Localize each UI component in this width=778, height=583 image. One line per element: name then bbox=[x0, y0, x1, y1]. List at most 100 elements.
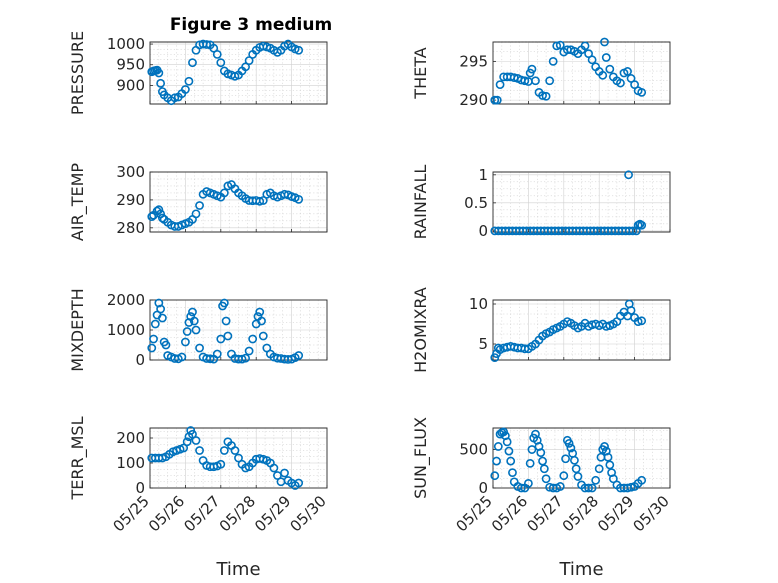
axes-border bbox=[492, 41, 671, 105]
panel-pressure: 900 950 1000 PRESSURE bbox=[68, 31, 328, 115]
data-point bbox=[587, 483, 597, 493]
panel-air_temp: 280 290 300 AIR_TEMP bbox=[68, 163, 328, 241]
data-point bbox=[202, 40, 212, 49]
data-point bbox=[216, 58, 226, 68]
data-point bbox=[548, 56, 558, 66]
x-tick-label: 05/29 bbox=[251, 492, 294, 535]
y-tick-label: 300 bbox=[116, 163, 145, 181]
y-tick-label: 950 bbox=[116, 56, 145, 74]
data-point bbox=[584, 483, 593, 493]
x-tick-label: 05/29 bbox=[594, 492, 637, 535]
data-point bbox=[541, 91, 551, 101]
y-tick-label: 0 bbox=[135, 479, 145, 497]
data-point bbox=[157, 213, 167, 223]
data-point bbox=[616, 78, 625, 88]
y-tick-label: 280 bbox=[116, 219, 145, 237]
data-point bbox=[154, 205, 164, 215]
data-point bbox=[257, 316, 266, 326]
data-point bbox=[170, 93, 180, 103]
data-point bbox=[219, 298, 229, 308]
data-point bbox=[179, 443, 189, 453]
axes-border bbox=[149, 171, 328, 233]
data-point bbox=[230, 446, 240, 455]
panel-mixdepth: 0 1000 2000 MIXDEPTH bbox=[68, 288, 328, 372]
data-point bbox=[180, 337, 190, 347]
y-tick-label: 1000 bbox=[107, 321, 145, 339]
data-point bbox=[182, 327, 192, 336]
x-tick-label: 05/28 bbox=[216, 492, 259, 535]
data-point bbox=[504, 446, 514, 456]
y-tick-label: 290 bbox=[459, 91, 488, 109]
data-point bbox=[269, 463, 279, 473]
data-point bbox=[598, 70, 608, 80]
x-tick-label: 05/25 bbox=[453, 492, 496, 535]
data-point bbox=[258, 331, 268, 341]
data-point bbox=[538, 91, 547, 100]
data-point bbox=[195, 343, 204, 353]
data-point bbox=[591, 475, 601, 485]
data-point bbox=[538, 456, 547, 466]
data-point bbox=[495, 80, 505, 90]
x-tick-label: 05/27 bbox=[523, 492, 566, 535]
data-point bbox=[184, 76, 194, 86]
data-point bbox=[603, 452, 613, 462]
data-point bbox=[234, 453, 243, 463]
data-point bbox=[605, 460, 615, 470]
data-point bbox=[191, 436, 201, 445]
data-point bbox=[205, 354, 215, 364]
data-point bbox=[237, 354, 247, 364]
data-point bbox=[189, 316, 199, 326]
data-point bbox=[626, 482, 636, 492]
x-tick-label: 05/25 bbox=[110, 492, 153, 535]
data-point bbox=[492, 456, 501, 466]
data-point bbox=[157, 313, 167, 323]
data-point bbox=[508, 468, 517, 478]
y-axis-label: SUN_FLUX bbox=[411, 417, 431, 499]
data-point bbox=[536, 448, 546, 458]
data-point bbox=[561, 454, 570, 464]
data-point bbox=[539, 464, 549, 474]
data-point bbox=[623, 67, 632, 76]
data-point bbox=[188, 307, 197, 317]
data-point bbox=[559, 471, 569, 481]
data-point bbox=[147, 212, 157, 222]
figure-title: Figure 3 medium bbox=[170, 15, 332, 35]
y-tick-label: 0 bbox=[478, 222, 488, 240]
data-point bbox=[492, 95, 502, 105]
data-point bbox=[223, 331, 233, 341]
panel-theta: 290 295 THETA bbox=[411, 37, 671, 109]
data-point bbox=[493, 442, 503, 451]
y-axis-label: THETA bbox=[411, 47, 430, 99]
data-point bbox=[195, 201, 204, 210]
x-tick-label: 05/27 bbox=[180, 492, 223, 535]
axes-border bbox=[492, 171, 671, 233]
data-point bbox=[177, 352, 187, 362]
data-point bbox=[524, 478, 533, 488]
data-point bbox=[248, 334, 258, 344]
data-point bbox=[624, 170, 633, 180]
y-tick-label: 290 bbox=[116, 191, 145, 209]
axes-border bbox=[149, 427, 328, 489]
data-point bbox=[531, 76, 540, 86]
x-tick-label: 05/26 bbox=[145, 492, 188, 535]
data-point bbox=[147, 343, 157, 353]
data-point bbox=[212, 50, 222, 59]
panel-sun_flux: 0 500 SUN_FLUX 05/2505/2605/2705/2805/2905/… bbox=[411, 417, 673, 580]
y-tick-label: 1 bbox=[478, 166, 488, 184]
data-point bbox=[601, 53, 611, 62]
y-tick-label: 1000 bbox=[107, 35, 145, 53]
data-point bbox=[527, 64, 537, 74]
data-point bbox=[219, 446, 229, 455]
data-point bbox=[294, 351, 304, 360]
x-tick-label: 05/28 bbox=[559, 492, 602, 535]
y-tick-label: 5 bbox=[478, 335, 488, 353]
data-point bbox=[221, 316, 231, 326]
data-point bbox=[566, 443, 576, 453]
data-point bbox=[555, 40, 565, 50]
data-point bbox=[294, 478, 304, 488]
x-axis-label: Time bbox=[558, 559, 603, 580]
x-tick-label: 05/30 bbox=[630, 492, 673, 535]
y-axis-label: RAINFALL bbox=[411, 165, 430, 240]
data-point bbox=[605, 64, 615, 74]
